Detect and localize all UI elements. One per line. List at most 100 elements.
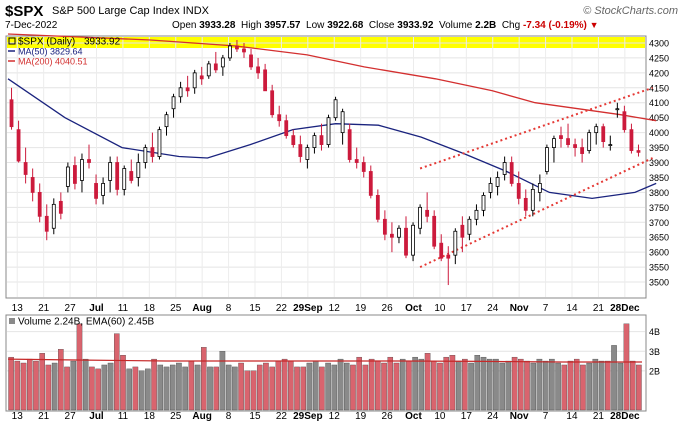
candle-body (270, 90, 275, 116)
volume-value: 2.2B (475, 20, 497, 31)
candle-body (411, 224, 415, 256)
volume-bar (337, 358, 344, 411)
candle (101, 177, 105, 205)
candle (312, 132, 317, 154)
price-x-tick-label: 11 (118, 303, 129, 314)
close-value: 3933.92 (397, 20, 434, 31)
volume-bar (443, 356, 449, 411)
candle (80, 153, 84, 193)
volume-bar (194, 364, 201, 411)
volume-x-tick-label: 21 (593, 411, 605, 422)
volume-bar (219, 351, 226, 411)
volume-axis-ticks: 2B 3B 4B (649, 327, 660, 376)
candle-body (516, 183, 521, 199)
volume-x-tick-label: 15 (249, 411, 261, 422)
candle (129, 159, 134, 184)
volume-x-tick-label: 11 (118, 411, 129, 422)
volume-x-tick-label: 12 (329, 411, 341, 422)
candle (291, 129, 296, 148)
volume-bar (39, 353, 45, 411)
volume-bar (418, 358, 425, 411)
candle-body (58, 200, 63, 214)
candle-body (615, 108, 620, 111)
price-axis-ticks: 3500 3550 3600 3650 3700 3750 3800 3850 3900 3950… (649, 38, 669, 287)
candle (636, 144, 641, 157)
copyright-notice: © StockCharts.com (583, 5, 678, 17)
price-legend-value: 3933.92 (84, 37, 121, 48)
volume-bar (275, 360, 282, 411)
candle (108, 156, 113, 193)
volume-bar (449, 355, 456, 411)
volume-bar (505, 360, 512, 411)
volume-bar (393, 362, 400, 411)
candle-body (390, 233, 394, 238)
candle (502, 156, 507, 181)
price-tick-label: 4100 (649, 98, 669, 108)
candle (446, 246, 451, 286)
candle-body (509, 162, 514, 184)
candle (333, 96, 338, 121)
candle (51, 198, 56, 235)
candle-body (432, 215, 437, 247)
candle (397, 225, 401, 244)
candle (164, 111, 169, 136)
change-value: -7.34 (-0.19%) (522, 20, 587, 31)
volume-bars (8, 323, 642, 411)
volume-bar (82, 358, 89, 411)
price-tick-label: 4250 (649, 53, 669, 63)
volume-legend-swatch (9, 318, 15, 324)
volume-bar (480, 356, 487, 411)
change-label: Chg (501, 20, 521, 31)
candle (242, 42, 246, 58)
candle (122, 165, 127, 196)
volume-bar (20, 362, 27, 411)
price-tick-label: 3950 (649, 143, 669, 153)
candle-body (249, 54, 253, 68)
volume-bar (431, 360, 437, 411)
candle-body (566, 138, 570, 145)
volume-bar (343, 362, 350, 411)
candle-body (587, 132, 592, 151)
volume-x-tick-label: 13 (12, 411, 24, 422)
candle-body (622, 111, 627, 131)
volume-bar (437, 362, 443, 411)
candle (545, 144, 549, 175)
candle-body (101, 183, 105, 196)
candle-body (418, 206, 423, 229)
candle (375, 189, 380, 223)
channel-upper-line (419, 86, 653, 170)
candle (573, 138, 577, 157)
candle (354, 147, 359, 169)
candle (94, 174, 98, 205)
volume-x-tick-label: 10 (434, 411, 446, 422)
volume-bar (288, 360, 294, 411)
ticker-symbol: $SPX (5, 3, 44, 20)
candle (474, 204, 479, 226)
candle-body (439, 242, 444, 259)
candle-body (608, 144, 613, 146)
candle (368, 165, 373, 199)
volume-bar (157, 364, 164, 411)
volume-ema-line (7, 358, 642, 363)
candlesticks (9, 39, 641, 286)
volume-x-tick-label: Nov (510, 411, 529, 422)
candle (453, 228, 458, 265)
candle-body (467, 218, 472, 235)
candle-body (340, 111, 345, 134)
candle (552, 135, 556, 163)
candle-body (382, 218, 387, 235)
low-value: 3922.68 (327, 20, 364, 31)
candle (481, 192, 486, 217)
candle (192, 69, 197, 94)
candle-body (375, 194, 380, 220)
index-full-name: S&P 500 Large Cap Index (52, 5, 180, 17)
volume-bar (468, 362, 474, 411)
candle-body (354, 159, 359, 163)
volume-bar (107, 362, 114, 411)
volume-legend-label: Volume 2.24B, EMA(60) 2.45B (18, 317, 155, 328)
volume-x-tick-label: 25 (170, 411, 182, 422)
price-tick-label: 3500 (649, 278, 669, 288)
volume-bar (45, 364, 52, 411)
volume-bar (8, 356, 14, 411)
price-x-tick-label: Jul (89, 303, 104, 314)
